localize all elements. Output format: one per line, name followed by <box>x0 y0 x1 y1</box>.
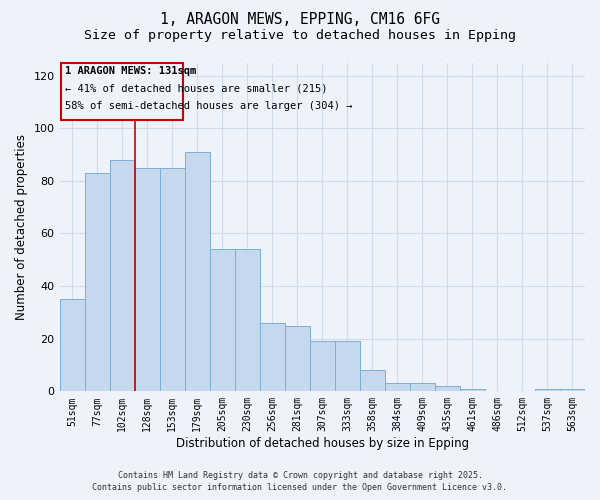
Bar <box>535 388 560 392</box>
Bar <box>185 152 209 392</box>
Bar <box>285 326 310 392</box>
Bar <box>335 342 360 392</box>
Bar <box>235 250 260 392</box>
Bar <box>410 384 435 392</box>
Text: ← 41% of detached houses are smaller (215): ← 41% of detached houses are smaller (21… <box>65 84 327 94</box>
FancyBboxPatch shape <box>61 62 184 120</box>
Bar <box>85 173 110 392</box>
Text: 1 ARAGON MEWS: 131sqm: 1 ARAGON MEWS: 131sqm <box>65 66 196 76</box>
Bar <box>460 388 485 392</box>
X-axis label: Distribution of detached houses by size in Epping: Distribution of detached houses by size … <box>176 437 469 450</box>
Bar <box>134 168 160 392</box>
Bar <box>160 168 185 392</box>
Bar <box>110 160 134 392</box>
Bar <box>59 300 85 392</box>
Bar <box>560 388 585 392</box>
Text: 58% of semi-detached houses are larger (304) →: 58% of semi-detached houses are larger (… <box>65 100 352 110</box>
Text: Size of property relative to detached houses in Epping: Size of property relative to detached ho… <box>84 29 516 42</box>
Bar <box>209 250 235 392</box>
Bar <box>435 386 460 392</box>
Text: Contains HM Land Registry data © Crown copyright and database right 2025.
Contai: Contains HM Land Registry data © Crown c… <box>92 471 508 492</box>
Bar <box>310 342 335 392</box>
Y-axis label: Number of detached properties: Number of detached properties <box>15 134 28 320</box>
Bar <box>385 384 410 392</box>
Bar <box>360 370 385 392</box>
Bar <box>260 323 285 392</box>
Text: 1, ARAGON MEWS, EPPING, CM16 6FG: 1, ARAGON MEWS, EPPING, CM16 6FG <box>160 12 440 28</box>
